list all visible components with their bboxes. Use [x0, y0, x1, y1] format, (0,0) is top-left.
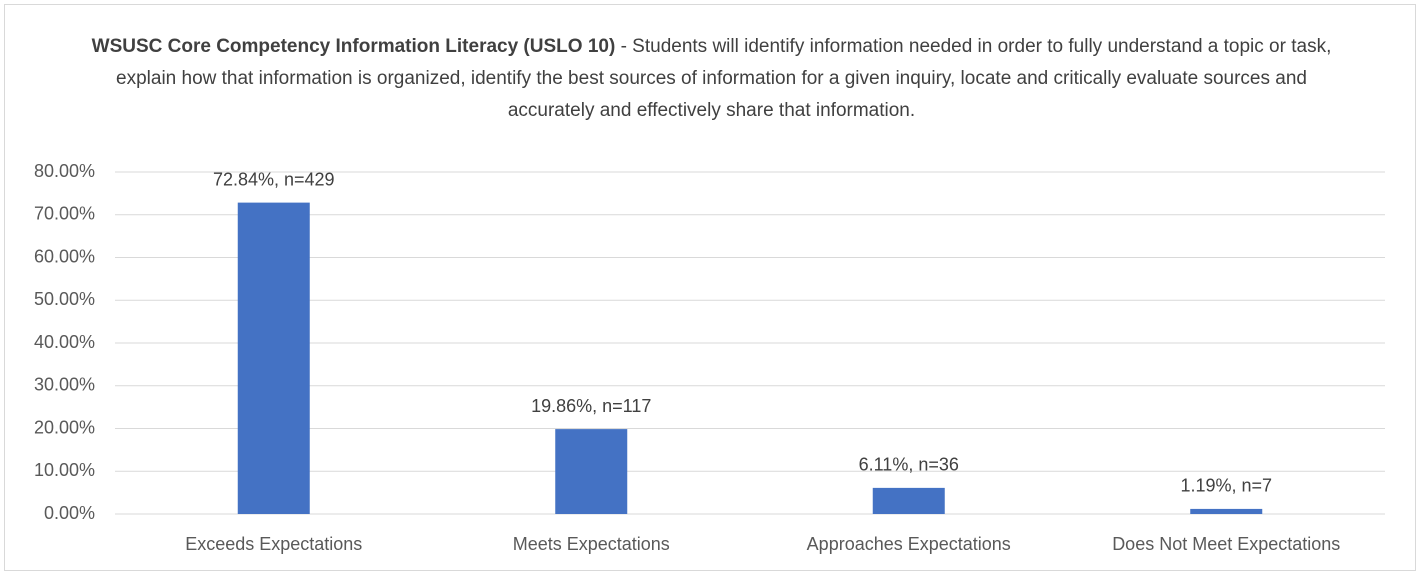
chart-title: WSUSC Core Competency Information Litera…	[91, 36, 616, 57]
y-tick-label: 40.00%	[34, 332, 95, 352]
y-tick-label: 10.00%	[34, 460, 95, 480]
data-label: 6.11%, n=36	[859, 455, 959, 475]
y-tick-label: 60.00%	[34, 246, 95, 266]
data-label: 1.19%, n=7	[1180, 476, 1272, 496]
data-label: 19.86%, n=117	[531, 396, 651, 416]
x-tick-label: Meets Expectations	[513, 534, 670, 554]
y-tick-label: 50.00%	[34, 289, 95, 309]
chart-frame	[4, 4, 1416, 571]
y-tick-label: 30.00%	[34, 375, 95, 395]
bar	[555, 429, 628, 514]
chart-subtitle: - Students will identify information nee…	[116, 36, 1332, 121]
y-tick-label: 80.00%	[34, 161, 95, 181]
bar	[1190, 508, 1263, 514]
y-tick-label: 70.00%	[34, 204, 95, 224]
y-tick-label: 0.00%	[44, 503, 95, 523]
x-tick-label: Exceeds Expectations	[185, 534, 362, 554]
x-tick-label: Does Not Meet Expectations	[1112, 534, 1340, 554]
x-tick-label: Approaches Expectations	[807, 534, 1011, 554]
y-tick-label: 20.00%	[34, 417, 95, 437]
chart-title-block: WSUSC Core Competency Information Litera…	[90, 31, 1333, 127]
bar	[872, 487, 945, 514]
data-label: 72.84%, n=429	[213, 169, 335, 189]
bar	[237, 202, 310, 514]
